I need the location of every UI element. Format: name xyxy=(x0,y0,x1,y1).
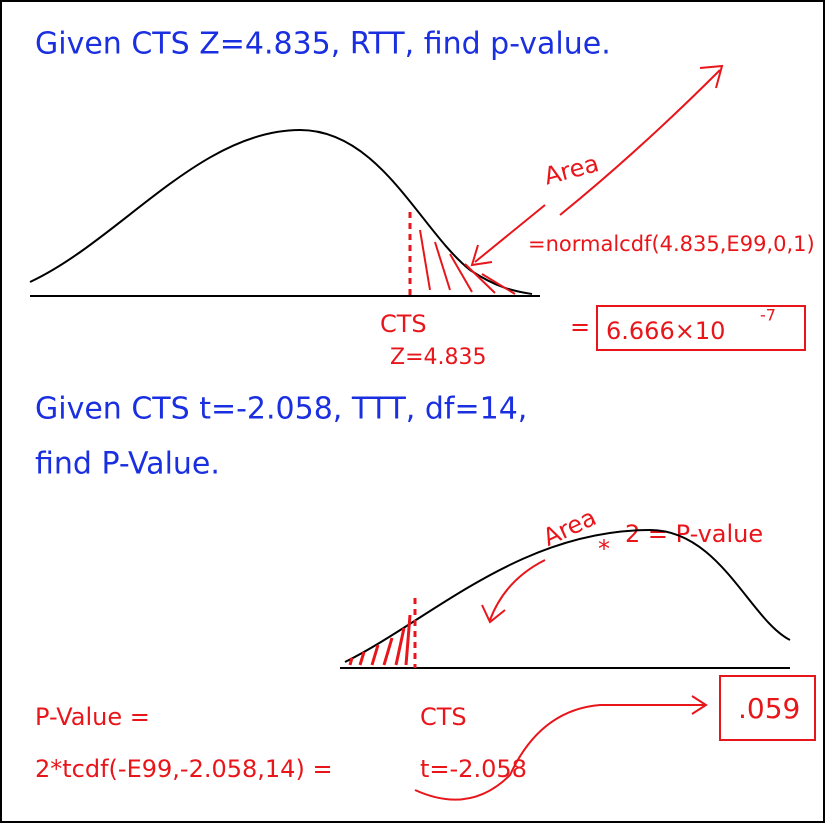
answer-exponent: -7 xyxy=(760,306,776,325)
answer: 6.666×10 xyxy=(606,317,725,345)
formula: =normalcdf(4.835,E99,0,1) xyxy=(528,232,815,256)
answer: .059 xyxy=(738,692,800,725)
pvalue-label: P-Value = xyxy=(35,703,150,731)
multiply: * xyxy=(598,535,610,563)
problem-statement: find P-Value. xyxy=(35,447,220,482)
equals: = xyxy=(570,313,590,341)
formula: 2*tcdf(-E99,-2.058,14) = xyxy=(35,755,333,783)
problem-statement: Given CTS t=-2.058, TTT, df=14, xyxy=(35,392,527,427)
problem-statement: Given CTS Z=4.835, RTT, find p-value. xyxy=(35,27,611,62)
cts-label: CTS xyxy=(380,310,427,338)
cts-label: CTS xyxy=(420,703,467,731)
cts-value: t=-2.058 xyxy=(420,755,527,783)
note-page: Given CTS Z=4.835, RTT, find p-value. Ar… xyxy=(0,0,825,823)
cts-value: Z=4.835 xyxy=(390,345,487,370)
